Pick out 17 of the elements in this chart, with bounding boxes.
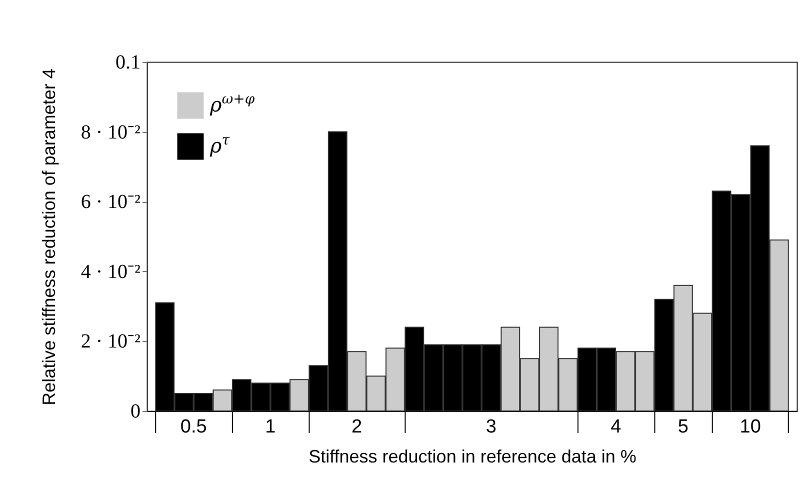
x-tick-label: 2 <box>352 416 362 438</box>
y-tick-label: 8 · 10⁻² <box>80 121 141 144</box>
y-tick-label: 0 <box>130 400 140 422</box>
y-tick-label: 4 · 10⁻² <box>80 260 141 283</box>
y-tick-label: 2 · 10⁻² <box>80 330 141 353</box>
x-axis-title: Stiffness reduction in reference data in % <box>308 446 636 466</box>
x-tick-label: 10 <box>740 416 761 438</box>
x-tick-label: 4 <box>610 416 622 438</box>
y-axis-title: Relative stiffness reduction of parameter 4 <box>38 68 59 406</box>
y-tick-label: 6 · 10⁻² <box>80 191 141 214</box>
legend-label: ρ$^{ω+φ}$ <box>209 92 255 116</box>
x-tick-label: 0.5 <box>180 416 207 438</box>
x-tick-label: 1 <box>265 416 276 438</box>
legend-label: ρ$^{τ}$ <box>209 132 230 158</box>
y-tick-label: 0.1 <box>116 52 140 74</box>
x-tick-label: 3 <box>486 416 496 438</box>
x-tick-label: 5 <box>678 416 688 438</box>
